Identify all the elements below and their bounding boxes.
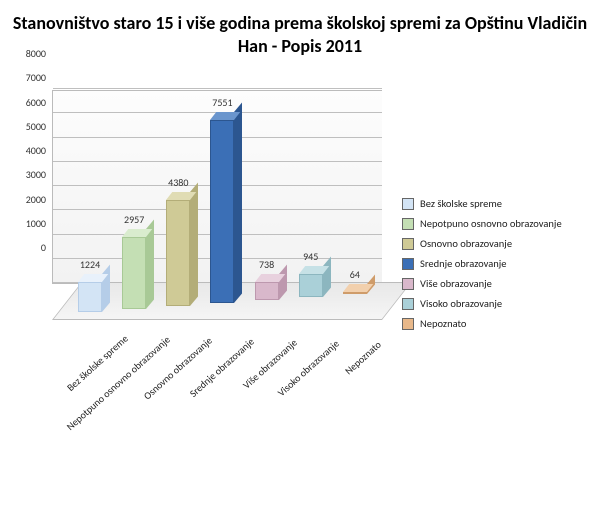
legend-item: Srednje obrazovanje [402,257,592,270]
bar: 2957 [122,229,146,309]
bar: 1224 [78,274,102,312]
y-tick-label: 8000 [12,47,46,60]
chart-container: Stanovništvo staro 15 i više godina prem… [0,0,600,518]
y-axis-ticks: 010002000300040005000600070008000 [12,90,46,284]
legend-item: Visoko obrazovanje [402,297,592,310]
chart-title: Stanovništvo staro 15 i više godina prem… [0,12,600,57]
legend-swatch [402,238,414,250]
bar-front [122,237,146,309]
bars-layer: 122429574380755173894564 [52,90,382,320]
legend-item: Više obrazovanje [402,277,592,290]
bar-side [190,182,198,306]
bar: 4380 [166,192,190,306]
legend-label: Osnovno obrazovanje [420,237,512,250]
bar-front [210,120,234,303]
legend-swatch [402,318,414,330]
y-tick-label: 2000 [12,193,46,206]
bar: 7551 [210,112,234,303]
bar: 738 [255,274,279,300]
legend-swatch [402,298,414,310]
legend-label: Više obrazovanje [420,277,492,290]
legend-swatch [402,198,414,210]
y-tick-label: 5000 [12,120,46,133]
bar-front [255,282,279,300]
y-tick-label: 3000 [12,168,46,181]
x-axis-labels: Bez školske spremeNepotpuno osnovno obra… [52,326,382,476]
legend-item: Osnovno obrazovanje [402,237,592,250]
bar: 64 [343,284,367,294]
plot-area: 122429574380755173894564 [52,90,382,320]
legend-item: Bez školske spreme [402,197,592,210]
legend-swatch [402,258,414,270]
legend-swatch [402,218,414,230]
legend-item: Nepoznato [402,317,592,330]
y-tick-label: 0 [12,241,46,254]
y-tick-label: 6000 [12,96,46,109]
bar-front [166,200,190,306]
bar-front [78,282,102,312]
legend-label: Bez školske spreme [420,197,502,210]
legend-swatch [402,278,414,290]
bar-front [299,274,323,297]
bar-front [343,292,367,294]
legend-item: Nepotpuno osnovno obrazovanje [402,217,592,230]
bar-value-label: 64 [325,268,385,281]
y-tick-label: 1000 [12,217,46,230]
bar-value-label: 4380 [148,176,208,189]
gridline [53,88,382,89]
y-tick-label: 4000 [12,144,46,157]
bar-value-label: 7551 [192,96,252,109]
bar-value-label: 1224 [60,258,120,271]
bar: 945 [299,266,323,297]
legend-label: Srednje obrazovanje [420,257,507,270]
bar-side [234,102,242,303]
bar-side [102,265,110,312]
y-tick-label: 7000 [12,71,46,84]
bar-value-label: 945 [281,250,341,263]
legend-label: Visoko obrazovanje [420,297,502,310]
bar-value-label: 2957 [104,213,164,226]
legend-label: Nepoznato [420,317,466,330]
legend: Bez školske spreme Nepotpuno osnovno obra… [402,190,592,337]
legend-label: Nepotpuno osnovno obrazovanje [420,217,562,230]
